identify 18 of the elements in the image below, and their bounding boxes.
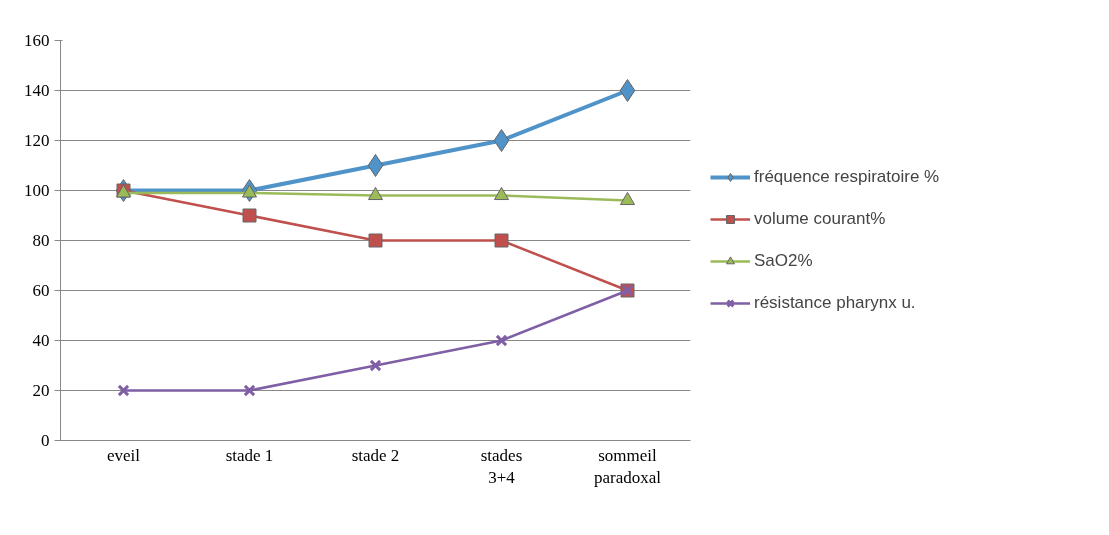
y-tick-label: 60 [32, 281, 50, 300]
y-tick-label: 0 [41, 431, 50, 450]
x-tick-label: sommeil paradoxal [593, 445, 662, 488]
y-tick-label: 120 [24, 131, 50, 150]
legend-label: fréquence respiratoire % [754, 167, 940, 187]
legend-label: SaO2% [754, 251, 813, 271]
x-tick-label: stade 2 [351, 445, 400, 465]
y-tick-label: 140 [24, 81, 50, 100]
y-tick-label: 100 [24, 181, 50, 200]
x-tick-label: stade 1 [225, 445, 274, 465]
y-tick-label: 40 [32, 331, 50, 350]
legend-label: résistance pharynx u. [754, 293, 916, 313]
legend-label: volume courant% [754, 209, 886, 229]
y-tick-label: 20 [32, 381, 50, 400]
x-tick-label: eveil [106, 445, 141, 465]
x-tick-label: stades 3+4 [480, 445, 523, 488]
y-tick-label: 160 [24, 31, 50, 50]
y-tick-label: 80 [32, 231, 50, 250]
